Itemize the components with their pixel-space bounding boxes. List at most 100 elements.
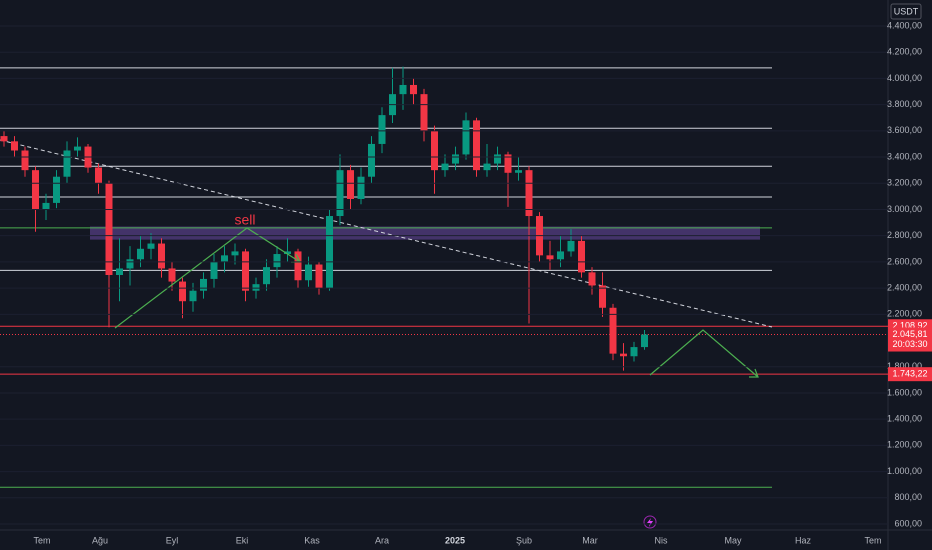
event-icon-bolt [647,518,653,527]
candle-body [105,183,113,275]
zone [90,226,760,240]
candle-body [53,176,60,203]
y-tick-label: 3.200,00 [887,178,922,188]
y-tick-label: 1.200,00 [887,440,922,450]
candle-body [431,130,438,171]
x-tick-label: Eki [236,535,249,545]
countdown: 20:03:30 [892,339,927,349]
candle-body [221,255,228,262]
candle-body [515,170,522,173]
x-tick-label: Ara [375,535,389,545]
arrow-head [749,368,759,378]
candle-body [273,254,281,268]
event-icon[interactable] [643,515,657,529]
y-tick-label: 4.200,00 [887,47,922,57]
candle-body [588,272,596,286]
y-tick-label: 1.800,00 [887,361,922,371]
candle-body [620,353,627,357]
price-tag [888,367,932,382]
candle-body [609,307,617,354]
x-tick-label: Tem [33,535,50,545]
y-tick-label: 2.800,00 [887,230,922,240]
candle-body [158,243,165,269]
y-tick-label: 4.400,00 [887,20,922,30]
candle-body [42,202,50,210]
candle-body [378,115,386,144]
candle-body [231,251,239,256]
candle-body [336,170,344,217]
candle-body [399,84,407,95]
price-tag-label: 2.108,92 [892,321,927,331]
candle-body [557,251,564,260]
candle-body [116,268,123,275]
candle-body [473,120,480,171]
candle-body [420,94,428,131]
y-tick-label: 1.600,00 [887,387,922,397]
candle-body [0,136,8,142]
candle-body [147,243,155,249]
candle-body [630,347,638,357]
candle-body [11,141,18,151]
candle-body [462,120,470,155]
y-tick-label: 800,00 [894,492,922,502]
x-tick-label: Haz [795,535,812,545]
candle-body [315,264,323,289]
candle-body [578,240,585,273]
candle-body [189,290,197,302]
candle-body [179,281,186,302]
candle-body [410,84,417,95]
x-tick-label: Eyl [166,535,179,545]
candle-body [305,264,312,281]
candle-body [74,146,81,151]
x-tick-label: Mar [582,535,598,545]
candle-body [525,170,533,217]
price-tag-label: 1.743,22 [892,369,927,379]
candle-body [599,285,606,308]
x-tick-label: May [724,535,742,545]
candle-body [32,170,39,210]
y-tick-label: 1.000,00 [887,466,922,476]
x-tick-label: Ağu [92,535,108,545]
y-tick-label: 3.400,00 [887,151,922,161]
candle-body [210,261,218,279]
y-tick-label: 4.000,00 [887,73,922,83]
y-tick-label: 2.200,00 [887,309,922,319]
price-tag [888,327,932,352]
candle-body [168,268,176,282]
candle-body [326,216,333,289]
candle-body [263,267,270,285]
candle-body [546,255,554,260]
candle-body [494,154,501,164]
y-tick-label: 600,00 [894,518,922,528]
x-tick-label: Nis [655,535,668,545]
candle-body [242,251,249,291]
x-tick-label: Tem [864,535,881,545]
candle-body [63,150,71,177]
y-tick-label: 2.400,00 [887,282,922,292]
x-tick-label: Kas [304,535,320,545]
y-tick-label: 3.000,00 [887,204,922,214]
candle-body [504,154,512,173]
y-tick-label: 3.600,00 [887,125,922,135]
candle-body [21,150,29,171]
trend-line [0,139,773,328]
candle-body [137,248,144,260]
candle-body [441,163,449,171]
candle-body [126,259,134,269]
candle-body [368,143,375,177]
candle-body [483,163,491,171]
candle-body [641,334,648,348]
y-tick-label: 1.400,00 [887,414,922,424]
candle-body [567,240,575,252]
annotation: sell [234,212,255,228]
price-tag-label: 2.045,81 [892,329,927,339]
candle-body [95,167,102,184]
candle-body [452,154,459,164]
candle-body [252,284,260,291]
candle-body [294,251,302,281]
currency-box [890,3,922,20]
candle-body [347,170,354,199]
candle-body [357,176,365,199]
